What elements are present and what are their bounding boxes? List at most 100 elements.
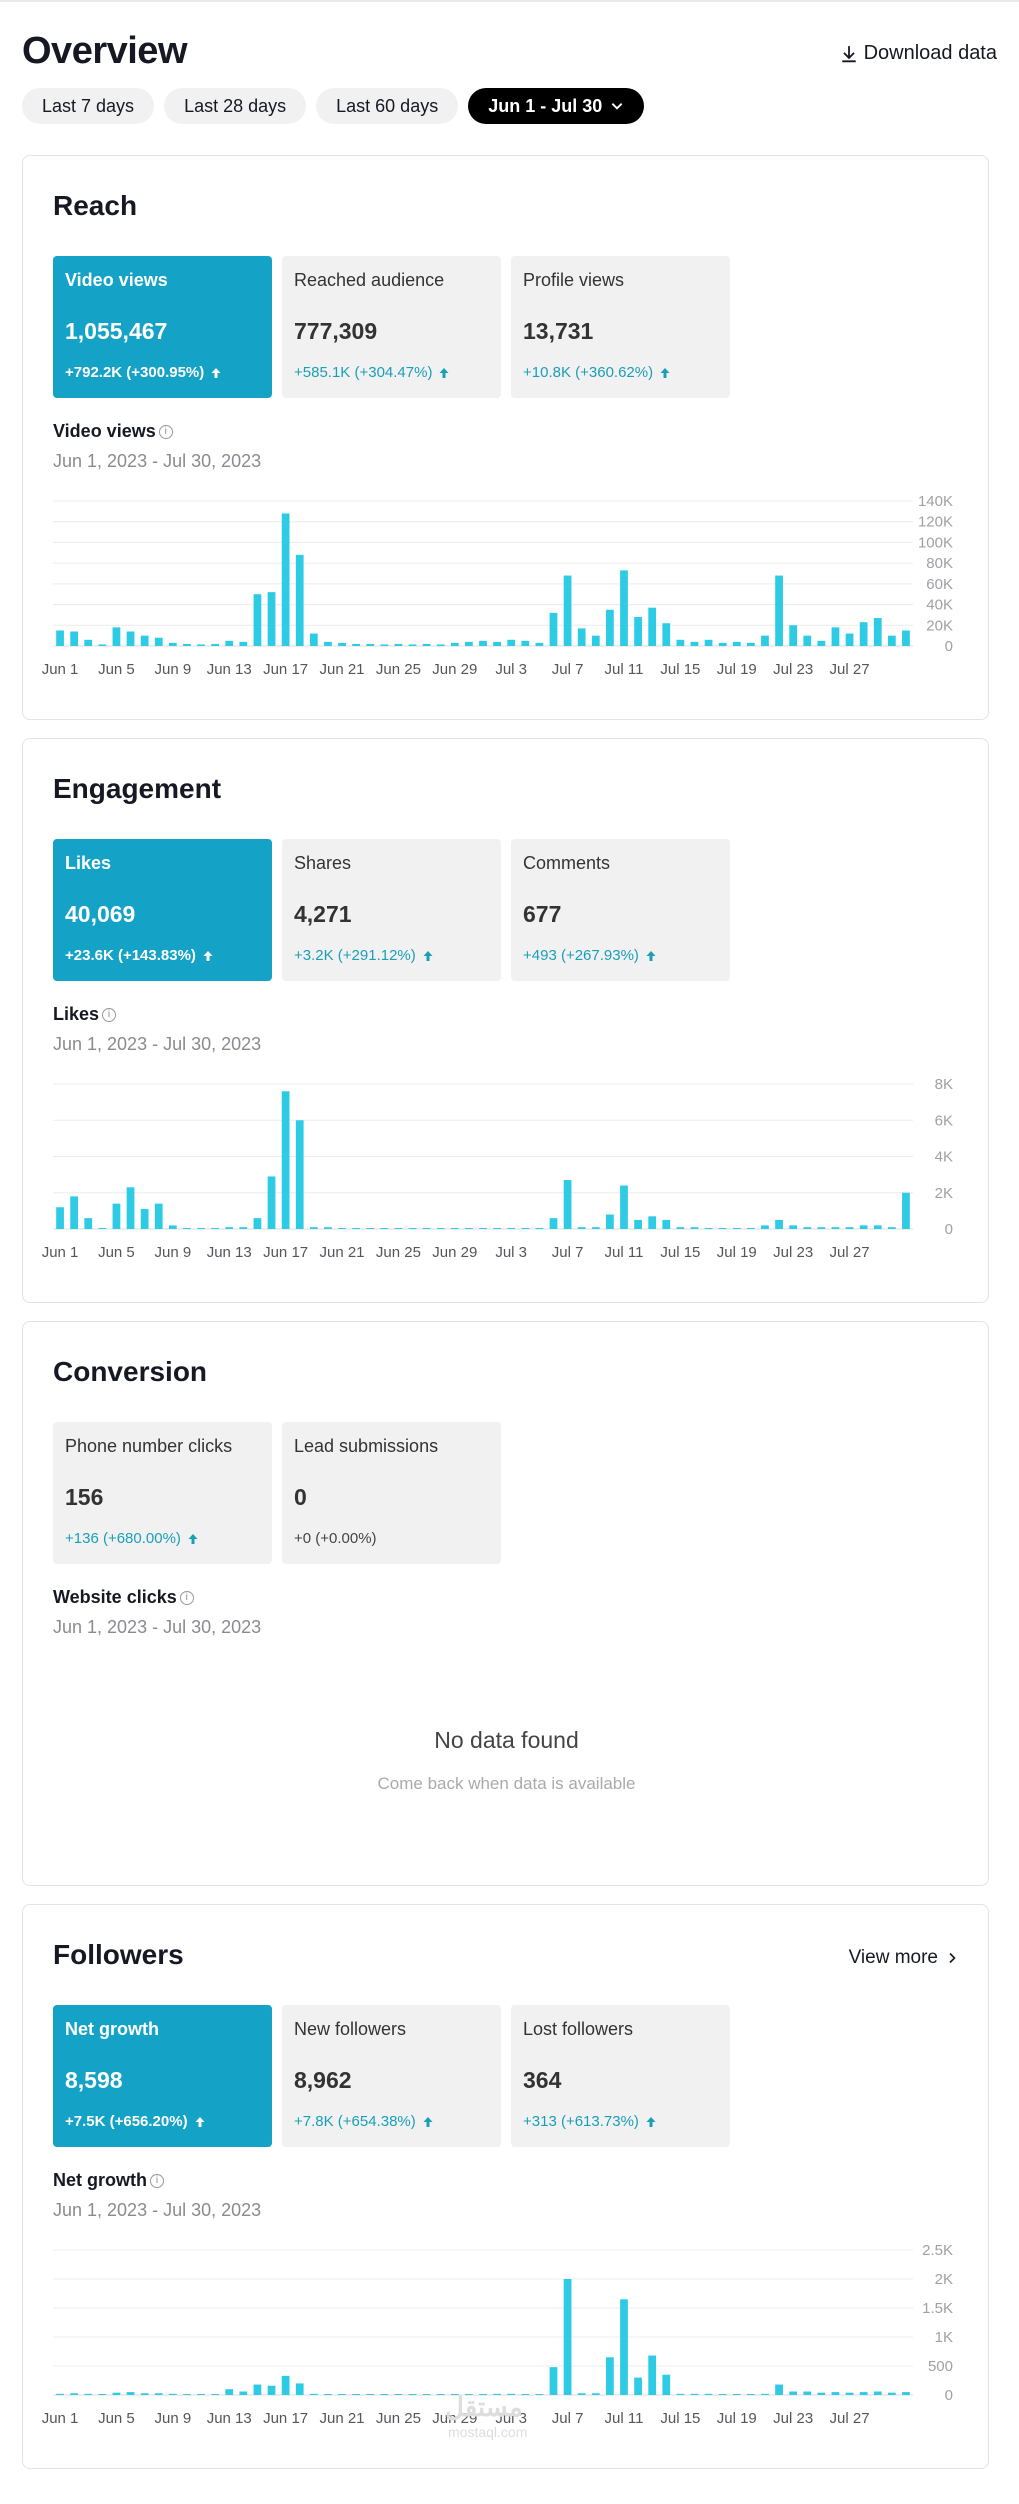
x-tick-label: Jul 19 bbox=[717, 1244, 757, 1261]
x-tick-label: Jun 25 bbox=[376, 1244, 421, 1261]
info-icon[interactable]: i bbox=[158, 424, 173, 439]
x-tick-label: Jul 27 bbox=[830, 661, 870, 678]
filter-last-28-days[interactable]: Last 28 days bbox=[164, 88, 307, 124]
tile-delta: +493 (+267.93%) bbox=[523, 947, 657, 964]
chart-label-text: Video views bbox=[53, 421, 156, 441]
metric-tile-profile-views[interactable]: Profile views 13,731 +10.8K (+360.62%) bbox=[511, 256, 730, 398]
bar bbox=[648, 607, 657, 646]
x-tick-label: Jun 25 bbox=[376, 2410, 421, 2427]
metric-tile-shares[interactable]: Shares 4,271 +3.2K (+291.12%) bbox=[282, 839, 501, 981]
chart-date-range: Jun 1, 2023 - Jul 30, 2023 bbox=[53, 451, 262, 471]
bar bbox=[267, 592, 276, 646]
bar bbox=[591, 1227, 600, 1229]
bar bbox=[789, 1225, 798, 1229]
bar bbox=[859, 2392, 868, 2395]
download-data-button[interactable]: Download data bbox=[840, 42, 997, 65]
x-tick-label: Jun 9 bbox=[154, 1244, 191, 1261]
tile-value: 156 bbox=[65, 1484, 104, 1510]
bar bbox=[112, 627, 121, 646]
filter-last-7-days[interactable]: Last 7 days bbox=[22, 88, 155, 124]
bar bbox=[352, 643, 360, 646]
bar bbox=[183, 643, 191, 646]
video-views-chart: 0 20K 40K 60K 80K 100K 120K 140K Jun 1 Jun 5 Jun 9… bbox=[42, 493, 953, 678]
y-tick-label: 2.5K bbox=[922, 2242, 953, 2259]
metric-tile-new-followers[interactable]: New followers 8,962 +7.8K (+654.38%) bbox=[282, 2005, 501, 2147]
chart-date-range: Jun 1, 2023 - Jul 30, 2023 bbox=[53, 1617, 262, 1637]
bar bbox=[253, 2384, 262, 2395]
bar bbox=[154, 637, 163, 646]
x-tick-label: Jun 29 bbox=[432, 661, 477, 678]
bar bbox=[620, 1185, 628, 1229]
filter-last-60-days[interactable]: Last 60 days bbox=[316, 88, 459, 124]
x-tick-label: Jun 25 bbox=[376, 661, 421, 678]
metric-tile-lost-followers[interactable]: Lost followers 364 +313 (+613.73%) bbox=[511, 2005, 730, 2147]
bar bbox=[873, 618, 882, 646]
x-tick-label: Jun 29 bbox=[432, 1244, 477, 1261]
bar bbox=[817, 1227, 826, 1229]
info-icon[interactable]: i bbox=[102, 1007, 117, 1022]
view-more-link[interactable]: View more bbox=[849, 1947, 958, 1969]
x-tick-label: Jul 7 bbox=[552, 2410, 584, 2427]
info-icon[interactable]: i bbox=[179, 1590, 194, 1605]
bar bbox=[126, 2392, 135, 2395]
y-tick-label: 6K bbox=[935, 1112, 953, 1129]
reach-title: Reach bbox=[53, 190, 138, 221]
delta-text: +3.2K (+291.12%) bbox=[294, 947, 416, 964]
arrow-up-icon bbox=[646, 950, 656, 961]
metric-tile-lead-submissions[interactable]: Lead submissions 0 +0 (+0.00%) bbox=[282, 1422, 501, 1564]
bar bbox=[408, 2394, 417, 2395]
tile-label: Reached audience bbox=[294, 270, 445, 290]
watermark-url: mostaql.com bbox=[448, 2424, 528, 2440]
x-tick-label: Jul 27 bbox=[830, 1244, 870, 1261]
bar bbox=[845, 1227, 854, 1229]
chevron-right-icon bbox=[949, 1952, 956, 1964]
bar bbox=[521, 2394, 530, 2395]
x-tick-label: Jun 5 bbox=[98, 1244, 135, 1261]
x-tick-label: Jul 3 bbox=[495, 2410, 527, 2427]
bar bbox=[634, 1219, 642, 1229]
x-tick-label: Jun 9 bbox=[154, 2410, 191, 2427]
bar bbox=[577, 1227, 586, 1229]
metric-tile-phone-number-clicks[interactable]: Phone number clicks 156 +136 (+680.00%) bbox=[53, 1422, 272, 1564]
bar bbox=[70, 2393, 79, 2395]
bar bbox=[634, 617, 642, 646]
bar bbox=[761, 2393, 769, 2395]
chart-label-text: Website clicks bbox=[53, 1587, 177, 1607]
engagement-title: Engagement bbox=[53, 773, 222, 804]
bar bbox=[620, 2299, 628, 2395]
watermark-logo: مستقل bbox=[445, 2392, 523, 2422]
metric-tile-likes[interactable]: Likes 40,069 +23.6K (+143.83%) bbox=[53, 839, 272, 981]
metric-tile-comments[interactable]: Comments 677 +493 (+267.93%) bbox=[511, 839, 730, 981]
download-label: Download data bbox=[863, 42, 997, 64]
y-tick-label: 0 bbox=[945, 638, 953, 655]
x-tick-label: Jul 11 bbox=[605, 661, 644, 678]
bar bbox=[902, 1192, 910, 1229]
bar bbox=[56, 2393, 64, 2395]
metric-tile-video-views[interactable]: Video views 1,055,467 +792.2K (+300.95%) bbox=[53, 256, 272, 398]
bar bbox=[309, 1227, 318, 1229]
metric-tile-reached-audience[interactable]: Reached audience 777,309 +585.1K (+304.4… bbox=[282, 256, 501, 398]
bar bbox=[887, 2392, 896, 2395]
bar bbox=[295, 2383, 304, 2395]
info-icon[interactable]: i bbox=[150, 2173, 164, 2188]
filter-label: Last 60 days bbox=[336, 95, 439, 116]
engagement-card: Engagement Likes 40,069 +23.6K (+143.83%… bbox=[22, 738, 989, 1303]
bar bbox=[168, 1225, 177, 1229]
x-tick-label: Jul 15 bbox=[660, 1244, 700, 1261]
delta-text: +136 (+680.00%) bbox=[65, 1530, 181, 1547]
bar bbox=[873, 1225, 882, 1229]
arrow-up-icon bbox=[646, 2116, 656, 2127]
delta-text: +7.5K (+656.20%) bbox=[65, 2113, 188, 2130]
bar bbox=[253, 594, 262, 646]
filter-custom-range[interactable]: Jun 1 - Jul 30 bbox=[468, 88, 645, 124]
x-tick-label: Jul 27 bbox=[830, 2410, 870, 2427]
delta-text: +23.6K (+143.83%) bbox=[65, 947, 196, 964]
bar bbox=[704, 639, 713, 646]
chart-label-text: Net growth bbox=[53, 2170, 147, 2190]
x-tick-label: Jul 23 bbox=[773, 1244, 813, 1261]
x-tick-label: Jun 17 bbox=[263, 1244, 308, 1261]
metric-tile-net-growth[interactable]: Net growth 8,598 +7.5K (+656.20%) bbox=[53, 2005, 272, 2147]
bar bbox=[140, 2393, 149, 2395]
bar bbox=[479, 2394, 487, 2395]
top-divider bbox=[0, 0, 1019, 2]
